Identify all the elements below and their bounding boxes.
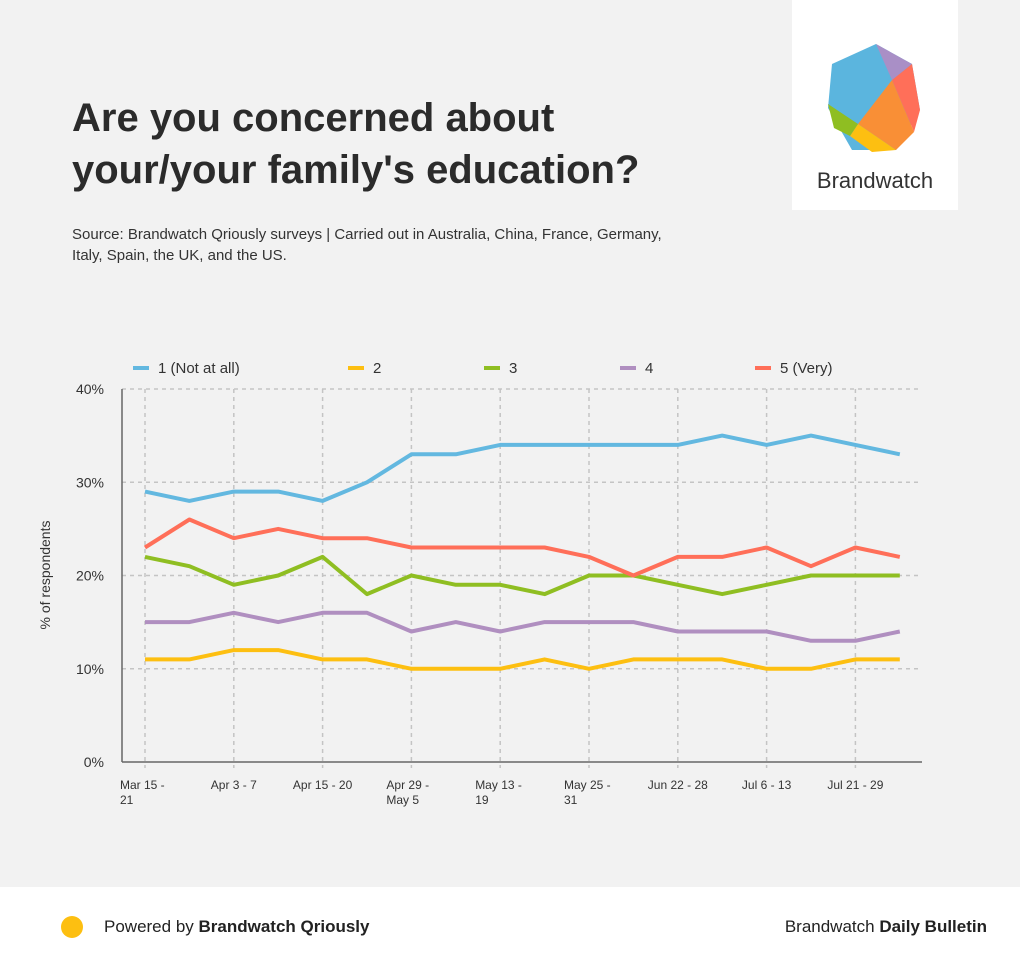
series-line-4 xyxy=(145,610,901,643)
line-chart: 0% 10% 20% 30% 40% Mar 15 -21 Apr 3 - 7 Apr 15 … xyxy=(37,360,922,807)
x-tick-label: May 13 -19 xyxy=(475,778,522,807)
y-tick-label: 10% xyxy=(76,661,104,677)
series-line-2 xyxy=(145,648,900,671)
series-line-3 xyxy=(144,554,900,597)
legend-label: 4 xyxy=(645,360,653,377)
brandwatch-logo: Brandwatch xyxy=(792,0,958,210)
powered-brand: Brandwatch Qriously xyxy=(198,917,370,936)
chart-title: Are you concerned about your/your family… xyxy=(72,96,640,192)
legend-label: 1 (Not at all) xyxy=(158,360,240,377)
legend-label: 3 xyxy=(509,360,517,377)
y-tick-label: 0% xyxy=(84,754,104,770)
logo-text: Brandwatch xyxy=(816,168,934,193)
x-tick-label: Mar 15 -21 xyxy=(120,778,165,807)
bulletin-bold: Daily Bulletin xyxy=(879,917,987,936)
bulletin-prefix: Brandwatch xyxy=(784,917,880,936)
y-tick-label: 20% xyxy=(76,568,104,584)
brandwatch-hexagon-icon xyxy=(828,44,920,152)
x-tick-label: Apr 3 - 7 xyxy=(211,778,257,792)
x-tick-label: Jun 22 - 28 xyxy=(648,778,708,792)
chart-source: Source: Brandwatch Qriously surveys | Ca… xyxy=(72,226,662,264)
powered-by: Powered by Brandwatch Qriously xyxy=(104,917,369,937)
series-line-5 xyxy=(143,517,901,578)
y-tick-label: 30% xyxy=(76,474,104,490)
x-tick-label: Jul 21 - 29 xyxy=(827,778,883,792)
daily-bulletin: Brandwatch Daily Bulletin xyxy=(785,917,987,937)
legend-label: 5 (Very) xyxy=(780,360,833,377)
qriously-dot-icon xyxy=(61,916,83,938)
x-tick-label: Apr 29 -May 5 xyxy=(386,778,429,807)
footer: Powered by Brandwatch Qriously Brandwatc… xyxy=(0,887,1020,963)
x-tick-label: May 25 -31 xyxy=(564,778,611,807)
x-tick-label: Apr 15 - 20 xyxy=(293,778,353,792)
legend-label: 2 xyxy=(373,360,381,377)
y-tick-label: 40% xyxy=(76,381,104,397)
y-axis-label: % of respondents xyxy=(37,521,53,630)
x-tick-label: Jul 6 - 13 xyxy=(742,778,792,792)
series-line-1 xyxy=(144,433,901,503)
powered-prefix: Powered by xyxy=(104,917,199,936)
